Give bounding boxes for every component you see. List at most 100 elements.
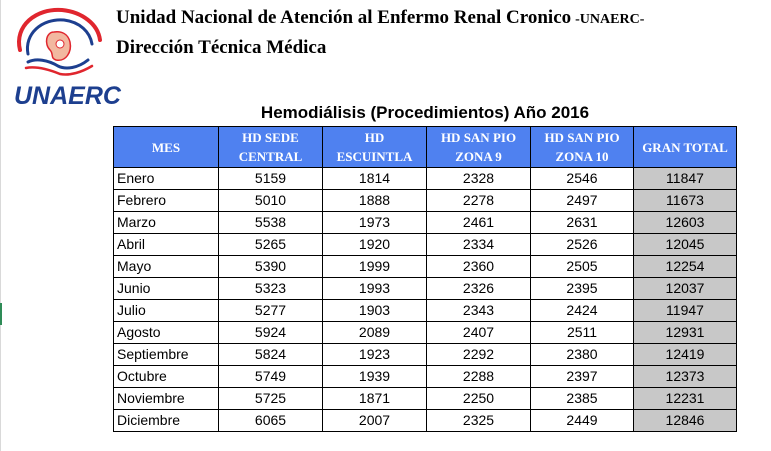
cell-gran-total: 12419 — [633, 343, 737, 366]
organization-title: Unidad Nacional de Atención al Enfermo R… — [116, 7, 644, 29]
cell-hd-san-pio-zona-10: 2397 — [530, 365, 634, 388]
column-header-hd-escuintla: HD ESCUINTLA — [322, 126, 427, 168]
cell-month: Junio — [113, 277, 219, 300]
cell-hd-san-pio-zona-9: 2325 — [426, 409, 531, 432]
logo-text: UNAERC — [14, 82, 121, 110]
cell-hd-san-pio-zona-10: 2505 — [530, 255, 634, 278]
cell-hd-sede-central: 5538 — [218, 211, 323, 234]
cell-hd-san-pio-zona-9: 2328 — [426, 167, 531, 190]
cell-gran-total: 12931 — [633, 321, 737, 344]
cell-hd-san-pio-zona-9: 2334 — [426, 233, 531, 256]
column-header-hd-sede-central: HD SEDE CENTRAL — [218, 126, 323, 168]
cell-month: Agosto — [113, 321, 219, 344]
cell-hd-sede-central: 5924 — [218, 321, 323, 344]
cell-month: Abril — [113, 233, 219, 256]
cell-hd-sede-central: 5277 — [218, 299, 323, 322]
cell-month: Marzo — [113, 211, 219, 234]
cell-gran-total: 11847 — [633, 167, 737, 190]
kidney-hands-logo-icon — [17, 7, 102, 76]
column-header-gran-total: GRAN TOTAL — [633, 126, 737, 168]
cell-month: Octubre — [113, 365, 219, 388]
cell-gran-total: 12603 — [633, 211, 737, 234]
cell-month: Julio — [113, 299, 219, 322]
cell-hd-escuintla: 1939 — [322, 365, 427, 388]
cell-hd-sede-central: 5323 — [218, 277, 323, 300]
cell-hd-escuintla: 1973 — [322, 211, 427, 234]
cell-hd-san-pio-zona-9: 2288 — [426, 365, 531, 388]
column-header-hd-san-pio-zona-9: HD SAN PIO ZONA 9 — [426, 126, 531, 168]
cell-hd-escuintla: 1903 — [322, 299, 427, 322]
left-edge-marker — [0, 303, 2, 325]
table-row: Enero 5159 1814 2328 2546 11847 — [113, 167, 737, 190]
department-subtitle: Dirección Técnica Médica — [116, 37, 327, 58]
cell-hd-escuintla: 2007 — [322, 409, 427, 432]
cell-month: Diciembre — [113, 409, 219, 432]
cell-hd-escuintla: 1888 — [322, 189, 427, 212]
table-row: Noviembre 5725 1871 2250 2385 12231 — [113, 387, 737, 410]
cell-hd-san-pio-zona-9: 2326 — [426, 277, 531, 300]
cell-hd-san-pio-zona-9: 2278 — [426, 189, 531, 212]
cell-month: Enero — [113, 167, 219, 190]
cell-month: Mayo — [113, 255, 219, 278]
cell-hd-escuintla: 1814 — [322, 167, 427, 190]
unaerc-logo: UNAERC — [6, 4, 121, 110]
organization-acronym: -UNAERC- — [575, 12, 645, 27]
cell-hd-san-pio-zona-9: 2360 — [426, 255, 531, 278]
cell-hd-san-pio-zona-10: 2395 — [530, 277, 634, 300]
cell-gran-total: 12254 — [633, 255, 737, 278]
cell-gran-total: 12037 — [633, 277, 737, 300]
cell-hd-escuintla: 1999 — [322, 255, 427, 278]
cell-hd-sede-central: 5725 — [218, 387, 323, 410]
table-title: Hemodiálisis (Procedimientos) Año 2016 — [260, 103, 590, 122]
cell-month: Septiembre — [113, 343, 219, 366]
cell-hd-san-pio-zona-10: 2449 — [530, 409, 634, 432]
table-row: Agosto 5924 2089 2407 2511 12931 — [113, 321, 737, 344]
cell-hd-san-pio-zona-10: 2631 — [530, 211, 634, 234]
table-row: Julio 5277 1903 2343 2424 11947 — [113, 299, 737, 322]
cell-hd-san-pio-zona-10: 2424 — [530, 299, 634, 322]
cell-hd-san-pio-zona-9: 2343 — [426, 299, 531, 322]
cell-hd-san-pio-zona-9: 2250 — [426, 387, 531, 410]
cell-hd-sede-central: 5749 — [218, 365, 323, 388]
cell-hd-san-pio-zona-9: 2407 — [426, 321, 531, 344]
cell-hd-san-pio-zona-9: 2461 — [426, 211, 531, 234]
cell-month: Febrero — [113, 189, 219, 212]
cell-hd-san-pio-zona-10: 2385 — [530, 387, 634, 410]
cell-hd-san-pio-zona-10: 2511 — [530, 321, 634, 344]
organization-name: Unidad Nacional de Atención al Enfermo R… — [116, 7, 572, 28]
cell-gran-total: 12045 — [633, 233, 737, 256]
table-row: Abril 5265 1920 2334 2526 12045 — [113, 233, 737, 256]
table-row: Diciembre 6065 2007 2325 2449 12846 — [113, 409, 737, 432]
cell-hd-sede-central: 5010 — [218, 189, 323, 212]
procedures-table: MES HD SEDE CENTRAL HD ESCUINTLA HD SAN PI… — [113, 126, 737, 432]
table-row: Febrero 5010 1888 2278 2497 11673 — [113, 189, 737, 212]
table-row: Octubre 5749 1939 2288 2397 12373 — [113, 365, 737, 388]
cell-hd-san-pio-zona-9: 2292 — [426, 343, 531, 366]
cell-gran-total: 11673 — [633, 189, 737, 212]
cell-hd-sede-central: 5159 — [218, 167, 323, 190]
cell-gran-total: 12846 — [633, 409, 737, 432]
cell-hd-sede-central: 5265 — [218, 233, 323, 256]
cell-hd-escuintla: 1993 — [322, 277, 427, 300]
cell-month: Noviembre — [113, 387, 219, 410]
cell-hd-sede-central: 5390 — [218, 255, 323, 278]
cell-hd-san-pio-zona-10: 2497 — [530, 189, 634, 212]
table-row: Junio 5323 1993 2326 2395 12037 — [113, 277, 737, 300]
cell-hd-san-pio-zona-10: 2380 — [530, 343, 634, 366]
cell-hd-escuintla: 2089 — [322, 321, 427, 344]
cell-hd-sede-central: 6065 — [218, 409, 323, 432]
column-header-mes: MES — [113, 126, 219, 168]
left-edge-divider — [0, 0, 1, 451]
table-header-row: MES HD SEDE CENTRAL HD ESCUINTLA HD SAN PI… — [113, 126, 737, 168]
cell-gran-total: 11947 — [633, 299, 737, 322]
table-row: Marzo 5538 1973 2461 2631 12603 — [113, 211, 737, 234]
column-header-hd-san-pio-zona-10: HD SAN PIO ZONA 10 — [530, 126, 634, 168]
table-row: Septiembre 5824 1923 2292 2380 12419 — [113, 343, 737, 366]
cell-gran-total: 12373 — [633, 365, 737, 388]
cell-hd-escuintla: 1920 — [322, 233, 427, 256]
cell-hd-sede-central: 5824 — [218, 343, 323, 366]
cell-gran-total: 12231 — [633, 387, 737, 410]
cell-hd-san-pio-zona-10: 2546 — [530, 167, 634, 190]
table-row: Mayo 5390 1999 2360 2505 12254 — [113, 255, 737, 278]
cell-hd-san-pio-zona-10: 2526 — [530, 233, 634, 256]
